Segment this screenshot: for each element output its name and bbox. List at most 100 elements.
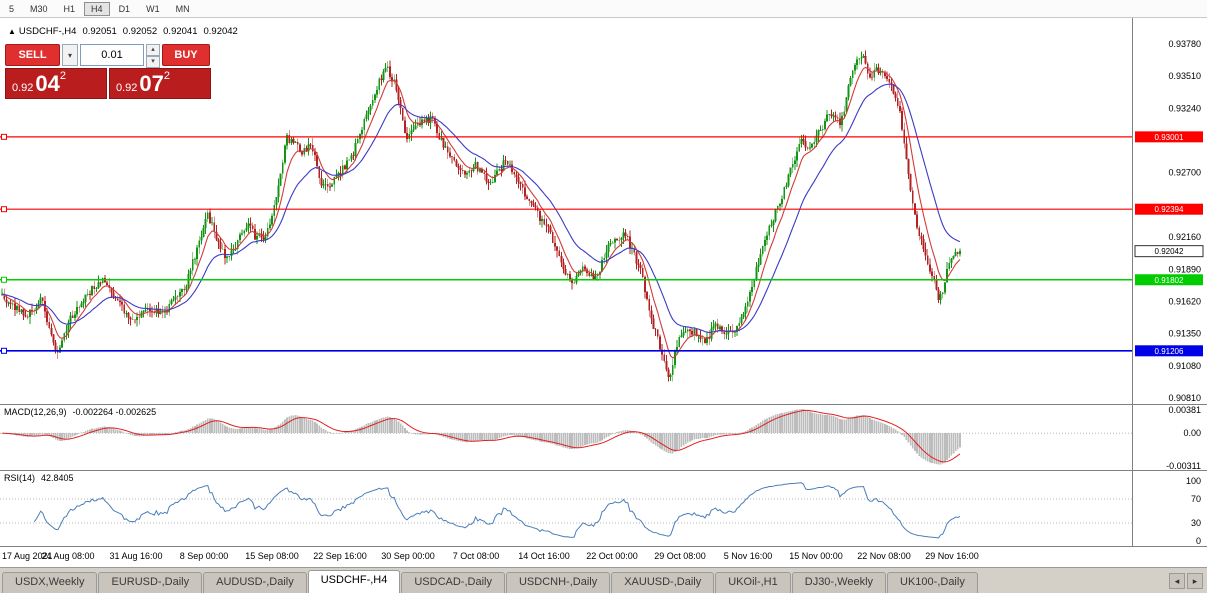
bar-high: 0.92052 [122, 26, 158, 37]
bar-close: 0.92042 [203, 26, 238, 37]
timeframe-button-m30[interactable]: M30 [30, 3, 48, 14]
svg-text:0.00: 0.00 [1183, 428, 1201, 438]
svg-text:0.93780: 0.93780 [1168, 39, 1201, 49]
chart-tabs: USDX,Weekly EURUSD-,Daily AUDUSD-,Daily USD… [0, 567, 1207, 593]
svg-text:0.91802: 0.91802 [1155, 276, 1184, 285]
line-handle [1, 347, 7, 354]
svg-text:0.93510: 0.93510 [1168, 71, 1201, 81]
timeframe-toolbar: 5 M30 H1 H4 D1 W1 MN [0, 0, 1207, 18]
ask-pip-fraction: 2 [163, 70, 171, 82]
chart-tab[interactable]: USDCAD-,Daily [401, 572, 505, 593]
panel-separators [0, 18, 1207, 547]
macd-signal-line [2, 409, 961, 463]
candles-layer[interactable] [1, 50, 961, 382]
svg-text:0.93001: 0.93001 [1155, 133, 1184, 142]
current-price-label: 0.92042 [1134, 245, 1204, 258]
svg-text:30: 30 [1191, 518, 1201, 528]
time-axis: 17 Aug 2021 24 Aug 08:00 31 Aug 16:00 8 Sep… [0, 549, 1132, 565]
time-label: 22 Nov 08:00 [857, 551, 911, 561]
time-label: 31 Aug 16:00 [109, 551, 163, 561]
time-label: 14 Oct 16:00 [518, 551, 570, 561]
time-label: 22 Oct 00:00 [586, 551, 638, 561]
svg-text:0.90810: 0.90810 [1168, 393, 1201, 403]
chart-tab[interactable]: UKOil-,H1 [715, 572, 791, 593]
tab-scroll-right-icon[interactable]: ▸ [1187, 573, 1203, 589]
level-price-label [1135, 274, 1203, 286]
volume-dropdown-icon[interactable]: ▾ [62, 44, 78, 66]
chart-tab[interactable]: UK100-,Daily [887, 572, 978, 593]
time-label: 15 Nov 00:00 [789, 551, 843, 561]
symbol-info: ▲ USDCHF-,H4 0.92051 0.92052 0.92041 0.92042 [8, 26, 244, 37]
symbol-name: USDCHF-,H4 [18, 26, 77, 37]
symbol-direction-icon: ▲ [8, 27, 16, 36]
time-label: 5 Nov 16:00 [723, 551, 773, 561]
svg-text:100: 100 [1186, 476, 1201, 486]
ma-slow-line [1, 83, 961, 334]
ask-big-digits: 07 [139, 71, 164, 96]
time-label: 15 Sep 08:00 [245, 551, 299, 561]
svg-text:-0.00311: -0.00311 [1166, 461, 1201, 471]
step-down-icon[interactable]: ▾ [146, 56, 160, 68]
chart-tab[interactable]: XAUUSD-,Daily [611, 572, 715, 593]
horizontal-level-lines[interactable]: 0.93001 0.92394 0.91802 0.91206 [0, 131, 1203, 357]
chart-tab[interactable]: DJ30-,Weekly [791, 572, 887, 593]
buy-button[interactable]: BUY [162, 44, 210, 66]
chart-tab[interactable]: EURUSD-,Daily [98, 572, 203, 593]
chart-tab[interactable]: AUDUSD-,Daily [203, 572, 307, 593]
trade-controls-row: SELL ▾ ▴ ▾ BUY [5, 44, 217, 68]
level-price-label [1135, 131, 1203, 143]
svg-text:0.92160: 0.92160 [1168, 232, 1201, 242]
chart-tab[interactable]: USDCNH-,Daily [505, 572, 611, 593]
time-label: 29 Nov 16:00 [925, 551, 979, 561]
level-price-label [1135, 203, 1203, 215]
volume-stepper[interactable]: ▴ ▾ [146, 44, 160, 68]
volume-input[interactable] [80, 44, 144, 66]
svg-text:0.91206: 0.91206 [1155, 347, 1184, 356]
time-label: 24 Aug 08:00 [41, 551, 95, 561]
ask-prefix: 0.92 [116, 82, 138, 94]
chart-tab[interactable]: USDCHF-,H4 [307, 570, 401, 593]
time-label: 29 Oct 08:00 [654, 551, 706, 561]
macd-histogram [1, 408, 961, 465]
chart-tab[interactable]: USDX,Weekly [2, 572, 98, 593]
rsi-level-lines [0, 498, 1132, 524]
macd-axis: 0.00381 0.00 -0.00311 [1166, 405, 1201, 471]
time-label: 30 Sep 00:00 [381, 551, 435, 561]
bid-price-display[interactable]: 0.92 04 2 [5, 68, 107, 99]
svg-text:0.91890: 0.91890 [1168, 264, 1201, 274]
sell-button[interactable]: SELL [5, 44, 60, 66]
tab-scroll-left-icon[interactable]: ◂ [1169, 573, 1185, 589]
timeframe-button-mn[interactable]: MN [175, 3, 190, 14]
rsi-value: 42.8405 [41, 473, 74, 483]
line-handle [1, 206, 7, 213]
timeframe-button-d1[interactable]: D1 [118, 3, 131, 14]
timeframe-button-5[interactable]: 5 [9, 3, 15, 14]
rsi-title: RSI(14) [4, 473, 36, 483]
rsi-line [33, 482, 961, 539]
timeframe-button-h1[interactable]: H1 [63, 3, 76, 14]
svg-text:0.93240: 0.93240 [1168, 103, 1201, 113]
svg-text:0.00381: 0.00381 [1168, 405, 1201, 415]
rsi-header: RSI(14) 42.8405 [4, 473, 80, 483]
rsi-axis: 100 70 30 0 [1186, 476, 1201, 546]
svg-text:0.91080: 0.91080 [1168, 361, 1201, 371]
macd-title: MACD(12,26,9) [4, 407, 67, 417]
time-label: 8 Sep 00:00 [179, 551, 229, 561]
timeframe-button-w1[interactable]: W1 [146, 3, 160, 14]
ask-price-display[interactable]: 0.92 07 2 [109, 68, 211, 99]
svg-text:0.91350: 0.91350 [1168, 329, 1201, 339]
timeframe-button-h4[interactable]: H4 [84, 1, 110, 16]
svg-text:0.92042: 0.92042 [1155, 247, 1184, 256]
svg-text:0.91620: 0.91620 [1168, 296, 1201, 306]
bid-big-digits: 04 [35, 71, 60, 96]
svg-text:70: 70 [1191, 494, 1201, 504]
trade-prices-row: 0.92 04 2 0.92 07 2 [5, 68, 217, 99]
one-click-trading-panel: SELL ▾ ▴ ▾ BUY 0.92 04 2 0.92 07 2 [5, 44, 217, 99]
step-up-icon[interactable]: ▴ [146, 44, 160, 56]
svg-text:0: 0 [1196, 536, 1201, 546]
level-price-label [1135, 345, 1203, 357]
macd-header: MACD(12,26,9) -0.002264 -0.002625 [4, 407, 162, 417]
line-handle [1, 133, 7, 140]
